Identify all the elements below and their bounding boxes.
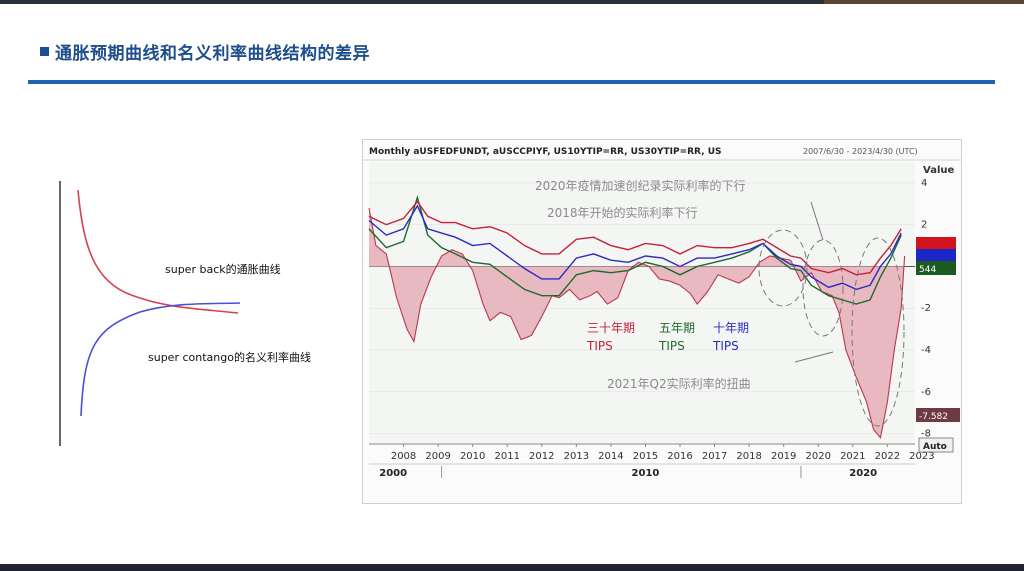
decade-label: 2020 — [849, 468, 877, 479]
super-contango-label: super contango的名义利率曲线 — [148, 350, 311, 364]
legend-5y-line1: 五年期 — [659, 321, 695, 335]
series-line-0 — [368, 200, 902, 276]
y-tick-label: -4 — [921, 345, 931, 356]
curve-shape-diagram: super back的通胀曲线 super contango的名义利率曲线 — [59, 181, 311, 446]
title-bullet-icon — [40, 46, 49, 56]
chart-panel: Monthly aUSFEDFUNDT, aUSCCPIYF, US10YTIP… — [362, 139, 962, 504]
legend-30y-line2: TIPS — [586, 339, 613, 353]
series-line-1 — [368, 204, 902, 291]
x-tick-label: 2014 — [598, 451, 623, 462]
annotation-2020-pandemic: 2020年疫情加速创纪录实际利率的下行 — [535, 178, 746, 193]
x-tick-label: 2017 — [702, 451, 727, 462]
x-tick-label: 2016 — [667, 451, 692, 462]
fedfunds-area — [369, 207, 905, 438]
plot-area — [369, 162, 915, 444]
annotation-ellipse-2020 — [802, 239, 844, 337]
x-tick-label: 2019 — [771, 451, 796, 462]
slide-title-row: 通胀预期曲线和名义利率曲线结构的差异 — [40, 38, 370, 64]
x-tick-label: 2023 — [909, 451, 934, 462]
screen-bezel — [0, 0, 1024, 4]
x-tick-label: 2009 — [425, 451, 450, 462]
badge-green — [916, 261, 956, 275]
super-back-curve — [77, 189, 239, 314]
badge-blue — [916, 249, 956, 261]
value-axis-label: Value — [923, 165, 954, 176]
slide-title: 通胀预期曲线和名义利率曲线结构的差异 — [55, 43, 370, 64]
decade-label: 2010 — [632, 468, 660, 479]
legend-10y-line1: 十年期 — [713, 321, 749, 335]
legend-5y-line2: TIPS — [658, 339, 685, 353]
annotation-pointer-3 — [794, 351, 834, 363]
annotation-pointer-1 — [810, 201, 824, 241]
super-back-label: super back的通胀曲线 — [165, 262, 281, 276]
slide: 通胀预期曲线和名义利率曲线结构的差异 super back的通胀曲线 super… — [0, 4, 1024, 564]
annotation-ellipse-2019 — [758, 229, 808, 307]
x-tick-label: 2011 — [495, 451, 520, 462]
x-tick-label: 2008 — [391, 451, 416, 462]
chart-header-range: 2007/6/30 - 2023/4/30 (UTC) — [803, 147, 918, 156]
legend-10y-line2: TIPS — [712, 339, 739, 353]
fedfunds-line — [368, 207, 906, 439]
y-tick-label: -6 — [921, 387, 931, 398]
super-contango-curve — [80, 302, 241, 417]
x-tick-label: 2013 — [564, 451, 589, 462]
x-tick-label: 2010 — [460, 451, 485, 462]
y-tick-label: -8 — [921, 429, 931, 440]
x-tick-label: 2015 — [633, 451, 658, 462]
auto-button[interactable]: Auto — [918, 437, 954, 453]
y-tick-label: -2 — [921, 303, 931, 314]
x-tick-label: 2018 — [736, 451, 761, 462]
y-tick-label: 4 — [921, 178, 927, 189]
badge-bottom — [916, 408, 960, 422]
auto-button-label: Auto — [923, 442, 947, 452]
title-divider — [28, 80, 995, 84]
real-rates-chart: Monthly aUSFEDFUNDT, aUSCCPIYF, US10YTIP… — [363, 147, 961, 479]
badge-bottom-value: -7.582 — [919, 412, 948, 422]
x-tick-label: 2022 — [875, 451, 900, 462]
screen-bezel-corner — [824, 0, 1024, 6]
legend-30y-line1: 三十年期 — [587, 321, 635, 335]
annotation-2018-decline: 2018年开始的实际利率下行 — [547, 205, 698, 220]
x-tick-label: 2012 — [529, 451, 554, 462]
annotation-2021-q2: 2021年Q2实际利率的扭曲 — [607, 376, 751, 391]
chart-header-title: Monthly aUSFEDFUNDT, aUSCCPIYF, US10YTIP… — [369, 147, 722, 157]
x-tick-label: 2020 — [806, 451, 831, 462]
badge-red — [916, 237, 956, 249]
annotation-ellipse-2022 — [851, 237, 905, 427]
decade-label: 2000 — [379, 468, 407, 479]
x-tick-label: 2021 — [840, 451, 865, 462]
y-tick-label: 2 — [921, 220, 927, 231]
badge-green-value: 544 — [919, 265, 936, 275]
series-line-2 — [368, 195, 902, 305]
